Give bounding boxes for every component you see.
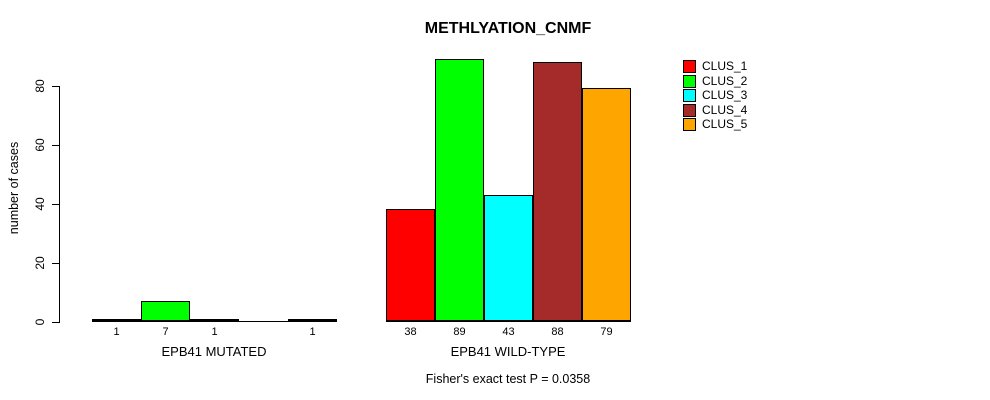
bar-value-label: 88 [551,326,564,338]
bar-value-label: 1 [211,326,218,338]
bar-clus_4-group2 [533,61,582,322]
y-axis-tick-label: 20 [33,255,47,270]
y-axis-tick-label: 40 [33,196,47,211]
bar-value-label: 7 [162,326,169,338]
bar-clus_1-group2 [386,209,435,322]
legend-label: CLUS_5 [702,117,748,132]
fisher-test-note: Fisher's exact test P = 0.0358 [425,372,591,386]
bar-clus_3-group2 [484,194,533,322]
bar-clus_5-group2 [582,88,631,322]
y-axis-label: number of cases [7,141,21,235]
bar-clus_3-group1 [190,318,239,322]
bar-value-label: 43 [502,326,515,338]
legend-swatch-clus_2 [683,74,696,88]
zero-baseline [92,321,337,322]
y-axis-tick-label: 80 [33,78,47,93]
legend-swatch-clus_5 [683,118,696,132]
y-axis-tick-label: 0 [33,318,47,325]
bar-value-label: 1 [113,326,120,338]
y-axis-tick-label: 60 [33,137,47,152]
y-axis-tick [52,85,59,87]
bar-value-label: 1 [309,326,316,338]
legend-swatch-clus_4 [683,103,696,117]
bar-value-label: 38 [404,326,417,338]
y-axis-tick [52,262,59,264]
legend-label: CLUS_3 [702,88,748,103]
zero-baseline [386,321,631,322]
y-axis-tick [52,321,59,323]
legend-swatch-clus_1 [683,60,696,73]
bar-value-label: 79 [600,326,613,338]
y-axis-tick [52,203,59,205]
group-label-mutated: EPB41 MUTATED [161,344,267,359]
y-axis-tick [52,144,59,146]
legend-label: CLUS_2 [702,73,748,88]
legend-label: CLUS_1 [702,59,748,73]
legend-swatch-clus_3 [683,89,696,103]
bar-clus_2-group2 [435,58,484,322]
legend-label: CLUS_4 [702,102,748,117]
group-label-wild-type: EPB41 WILD-TYPE [450,344,566,359]
y-axis-line [59,85,60,323]
chart-title: METHLYATION_CNMF [424,20,592,37]
bar-value-label: 89 [453,326,466,338]
bar-clus_5-group1 [288,318,337,322]
bar-clus_2-group1 [141,300,190,322]
bar-clus_1-group1 [92,318,141,322]
